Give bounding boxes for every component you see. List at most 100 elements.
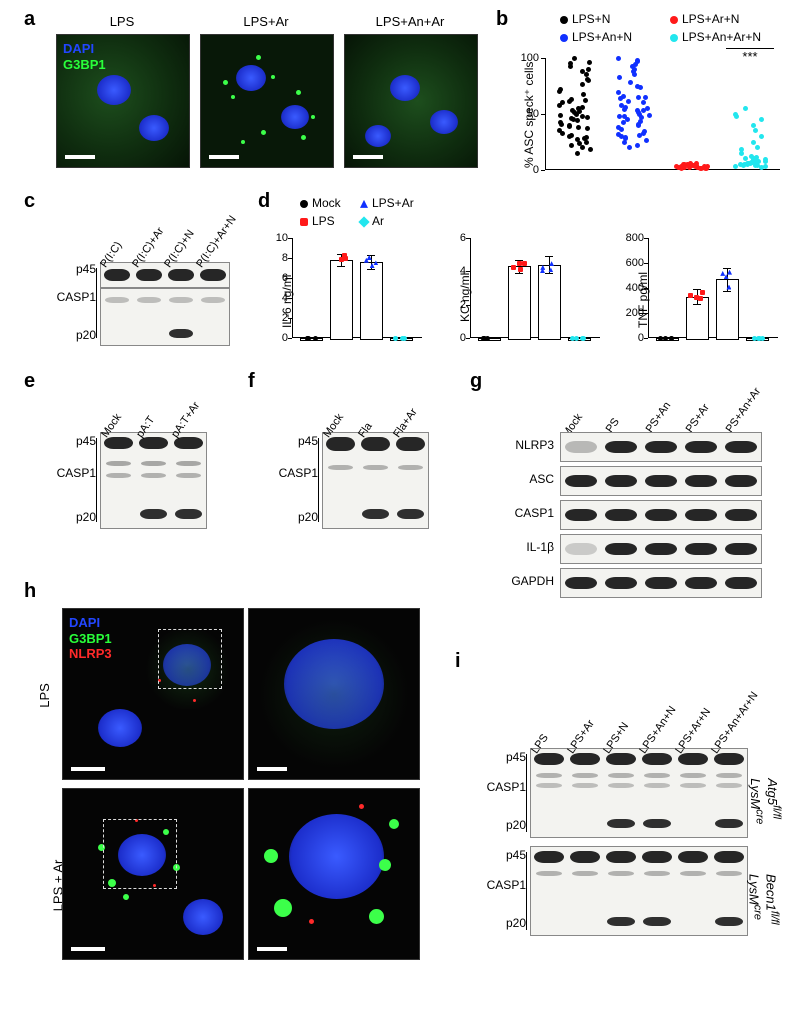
scatter-point bbox=[575, 151, 580, 156]
scatter-point bbox=[621, 120, 626, 125]
replicate-point bbox=[720, 271, 725, 276]
panel-h-overlay-dapi: DAPI bbox=[69, 615, 100, 630]
band bbox=[725, 475, 757, 487]
panel-i-brace-top bbox=[526, 754, 528, 832]
legend-d-2-text: LPS+Ar bbox=[372, 196, 414, 210]
band bbox=[572, 783, 598, 788]
band bbox=[645, 475, 677, 487]
band bbox=[685, 441, 717, 453]
scatter-point bbox=[558, 87, 563, 92]
band bbox=[140, 509, 167, 519]
scalebar bbox=[65, 155, 95, 159]
band bbox=[565, 509, 597, 521]
scatter-point bbox=[734, 114, 739, 119]
panel-i-geno-1: Becn1fl/flLysMcre bbox=[746, 874, 781, 925]
scatter-point bbox=[641, 100, 646, 105]
band bbox=[605, 577, 637, 589]
scatter-point bbox=[572, 56, 577, 61]
panel-e-rowlabel: CASP1 bbox=[48, 466, 96, 480]
panel-a-cond-2: LPS+An+Ar bbox=[344, 14, 476, 29]
panel-i-top-p45: p45 bbox=[496, 750, 526, 764]
panel-h-overlay-g3bp1: G3BP1 bbox=[69, 631, 112, 646]
band bbox=[168, 269, 194, 281]
panel-h-label: h bbox=[24, 580, 36, 603]
scatter-point bbox=[623, 135, 628, 140]
haze bbox=[259, 619, 409, 769]
scatter-point bbox=[588, 147, 593, 152]
scatter-point bbox=[584, 140, 589, 145]
replicate-point bbox=[669, 336, 674, 341]
legend-b-2-text: LPS+Ar+N bbox=[682, 12, 739, 26]
panel-b-sig-text: *** bbox=[742, 49, 757, 64]
scatter-point bbox=[635, 143, 640, 148]
nucleus bbox=[390, 75, 420, 101]
band bbox=[716, 773, 742, 778]
band bbox=[605, 441, 637, 453]
replicate-point bbox=[393, 336, 398, 341]
scatter-point bbox=[751, 140, 756, 145]
nucleus bbox=[183, 899, 223, 935]
band bbox=[565, 543, 597, 555]
scatter-point bbox=[580, 145, 585, 150]
blot-g-ASC bbox=[560, 466, 762, 496]
band bbox=[680, 773, 706, 778]
band bbox=[716, 783, 742, 788]
bar bbox=[508, 266, 531, 340]
panel-a-image-lps-an-ar bbox=[344, 34, 478, 168]
panel-b-sig: *** bbox=[720, 48, 780, 64]
replicate-point bbox=[313, 336, 318, 341]
replicate-point bbox=[727, 270, 732, 275]
band bbox=[645, 441, 677, 453]
band bbox=[169, 329, 193, 338]
bar bbox=[330, 260, 353, 340]
band bbox=[397, 509, 424, 519]
scatter-point bbox=[621, 94, 626, 99]
scatter-point bbox=[628, 80, 633, 85]
scatter-point bbox=[585, 115, 590, 120]
scatter-point bbox=[644, 138, 649, 143]
scalebar bbox=[257, 767, 287, 771]
sg-dot bbox=[369, 909, 384, 924]
band bbox=[606, 851, 636, 863]
scatter-point bbox=[755, 145, 760, 150]
replicate-point bbox=[760, 336, 765, 341]
band bbox=[685, 543, 717, 555]
replicate-point bbox=[698, 296, 703, 301]
panel-i-rowlabel-bot: CASP1 bbox=[478, 878, 526, 892]
blot-g-IL-1β bbox=[560, 534, 762, 564]
scalebar bbox=[353, 155, 383, 159]
band bbox=[678, 851, 708, 863]
blot-f bbox=[322, 432, 429, 529]
band bbox=[715, 819, 743, 828]
band bbox=[104, 269, 130, 281]
band bbox=[645, 577, 677, 589]
band bbox=[644, 871, 670, 876]
panel-f-p45: p45 bbox=[288, 434, 318, 448]
scatter-point bbox=[637, 133, 642, 138]
panel-f-p20: p20 bbox=[288, 510, 318, 524]
legend-b-0-text: LPS+N bbox=[572, 12, 610, 26]
panel-a-overlay-dapi: DAPI bbox=[63, 41, 94, 56]
band bbox=[175, 509, 202, 519]
d-ylab-1: KC ng/ml bbox=[458, 273, 472, 322]
blot-e bbox=[100, 432, 207, 529]
blot-g-GAPDH bbox=[560, 568, 762, 598]
nlrp3-dot bbox=[359, 804, 364, 809]
scatter-point bbox=[581, 92, 586, 97]
legend-b-2: LPS+Ar+N bbox=[670, 12, 739, 26]
panel-b-ylabel: % ASC speck⁺ cells bbox=[522, 62, 536, 168]
sg-dot bbox=[256, 55, 261, 60]
scatter-point bbox=[568, 64, 573, 69]
panel-i-label: i bbox=[455, 650, 461, 673]
scatter-point bbox=[759, 117, 764, 122]
nucleus bbox=[365, 125, 391, 147]
scatter-point bbox=[635, 108, 640, 113]
scatter-point bbox=[647, 113, 652, 118]
bar bbox=[538, 265, 561, 340]
panel-h-row0: LPS bbox=[37, 683, 52, 708]
band bbox=[536, 783, 562, 788]
blot-i-top bbox=[530, 748, 748, 838]
lane-label: LPS+An+Ar+N bbox=[709, 690, 760, 756]
legend-d-3: Ar bbox=[360, 214, 384, 228]
panel-g-label: g bbox=[470, 370, 482, 393]
